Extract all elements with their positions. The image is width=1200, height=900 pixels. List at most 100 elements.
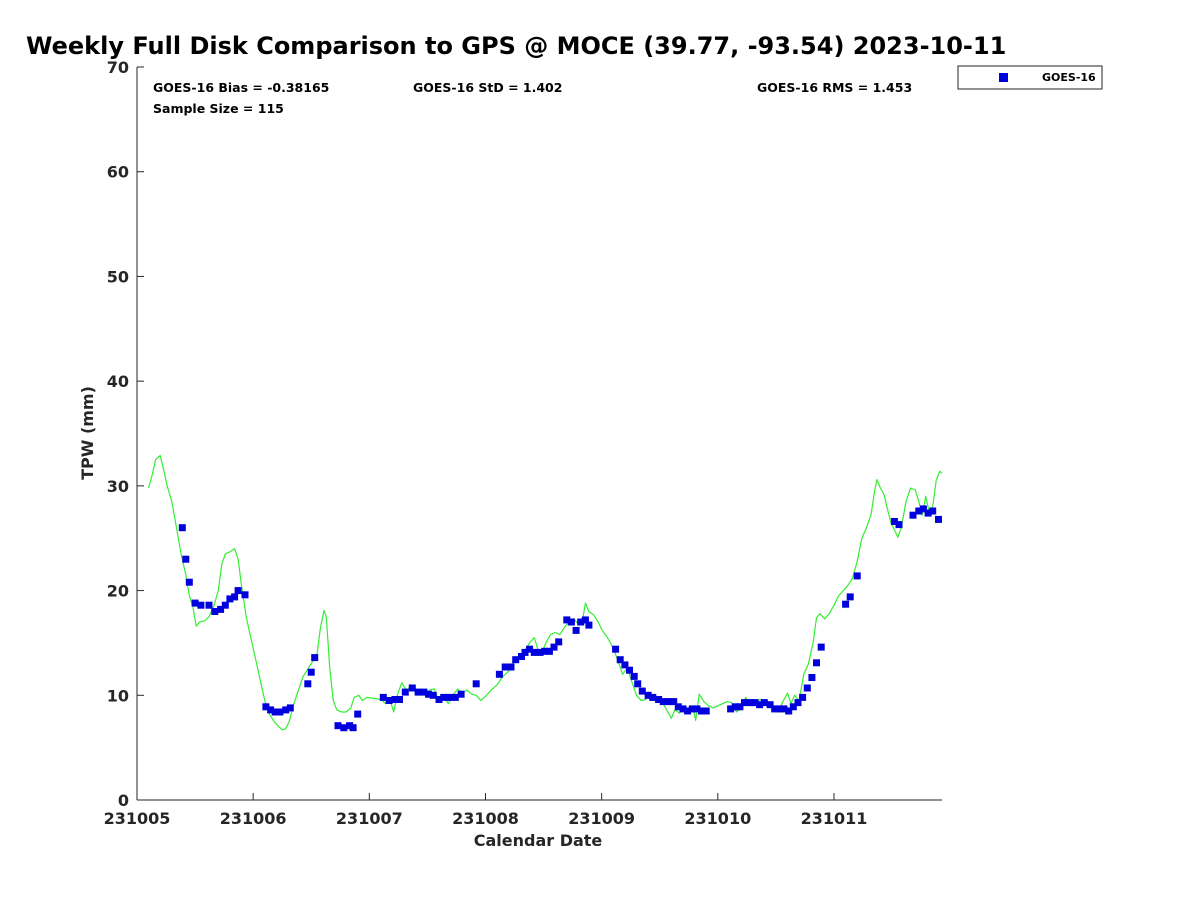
goes-point-89: [760, 699, 768, 707]
goes-point-22: [334, 722, 342, 730]
goes-point-14: [267, 706, 275, 714]
goes-point-26: [354, 710, 362, 718]
goes-point-35: [425, 690, 433, 698]
goes-point-91: [771, 705, 779, 713]
bias-stat: GOES-16 Bias = -0.38165: [153, 80, 329, 95]
goes-point-41: [457, 690, 465, 698]
goes-point-74: [670, 698, 678, 706]
goes-point-15: [271, 708, 279, 716]
goes-point-110: [924, 509, 932, 517]
goes-point-44: [501, 663, 509, 671]
goes-point-85: [741, 699, 748, 707]
x-tick-label-5: 231010: [684, 809, 751, 828]
y-tick-label-5: 50: [107, 267, 129, 286]
goes-point-88: [756, 701, 764, 709]
goes-point-54: [550, 643, 558, 651]
goes-point-78: [688, 705, 696, 713]
goes-point-80: [698, 707, 705, 715]
goes-point-12: [241, 591, 249, 599]
goes-point-106: [895, 521, 903, 529]
goes-point-0: [178, 524, 186, 532]
y-tick-label-4: 40: [107, 372, 129, 391]
goes-point-46: [512, 656, 520, 664]
legend-label-goes-16: GOES-16: [1042, 71, 1096, 84]
goes-point-17: [282, 706, 290, 714]
goes-point-7: [217, 605, 225, 613]
goes-point-28: [385, 697, 393, 704]
goes-point-21: [311, 654, 319, 662]
goes-point-99: [808, 674, 816, 681]
goes-point-31: [401, 688, 409, 696]
goes-point-57: [567, 618, 575, 626]
goes-point-9: [226, 595, 234, 603]
gps-line-layer: [148, 454, 943, 731]
goes-point-102: [842, 600, 850, 608]
y-tick-label-7: 70: [107, 58, 129, 77]
x-tick-label-2: 231007: [336, 809, 403, 828]
goes-point-29: [391, 696, 399, 703]
goes-point-39: [446, 693, 453, 701]
goes-point-77: [684, 707, 692, 715]
goes-point-13: [262, 703, 270, 711]
goes-point-71: [655, 696, 663, 703]
goes-point-67: [634, 680, 642, 688]
goes-point-49: [526, 645, 534, 653]
goes-point-20: [307, 668, 315, 676]
goes-point-56: [563, 616, 571, 624]
goes-point-50: [530, 648, 538, 656]
goes-point-96: [794, 699, 802, 707]
goes-point-68: [638, 687, 646, 695]
goes-point-5: [205, 601, 213, 609]
chart-title: Weekly Full Disk Comparison to GPS @ MOC…: [26, 32, 1006, 60]
gps-series-line: [148, 454, 943, 731]
goes-point-2: [185, 578, 193, 586]
rms-stat: GOES-16 RMS = 1.453: [757, 80, 912, 95]
y-tick-label-1: 10: [107, 686, 129, 705]
legend-box: [957, 65, 1103, 90]
goes-point-66: [630, 672, 638, 680]
goes-point-101: [817, 643, 825, 651]
goes-point-51: [536, 648, 544, 656]
goes-point-95: [789, 703, 797, 711]
goes-point-73: [664, 698, 672, 706]
goes-point-69: [644, 691, 652, 699]
goes-markers-layer: [178, 505, 942, 732]
goes-point-81: [702, 707, 710, 715]
goes-point-1: [182, 555, 190, 563]
goes-point-52: [541, 647, 549, 655]
goes-point-18: [286, 704, 294, 712]
goes-point-47: [518, 653, 525, 660]
goes-point-55: [555, 638, 563, 646]
goes-point-19: [304, 680, 312, 688]
goes-point-25: [349, 724, 357, 732]
goes-point-8: [221, 601, 229, 609]
goes-point-45: [507, 663, 515, 671]
goes-point-93: [780, 705, 788, 713]
goes-point-109: [919, 505, 927, 513]
x-tick-label-4: 231009: [568, 809, 635, 828]
goes-point-30: [396, 696, 403, 703]
goes-point-82: [727, 705, 735, 713]
x-tick-label-6: 231011: [801, 809, 868, 828]
goes-point-34: [420, 688, 428, 696]
sample-size-stat: Sample Size = 115: [153, 101, 284, 116]
goes-point-107: [909, 511, 917, 519]
goes-point-40: [451, 693, 459, 701]
goes-point-83: [731, 703, 739, 711]
goes-point-62: [612, 645, 620, 653]
goes-point-105: [890, 518, 898, 525]
goes-point-92: [775, 705, 783, 713]
goes-point-90: [766, 701, 774, 709]
y-tick-label-2: 20: [107, 582, 129, 601]
goes-point-38: [440, 693, 448, 701]
goes-point-79: [693, 705, 701, 713]
goes-point-60: [581, 616, 589, 624]
goes-point-94: [785, 707, 793, 715]
goes-point-43: [495, 670, 503, 678]
ticks-layer: 0 10 20 30 40 50 60 70 231005 231006 231007 231008 2…: [104, 58, 868, 828]
goes-point-3: [191, 599, 199, 607]
y-axis-label: TPW (mm): [78, 386, 97, 480]
x-tick-label-0: 231005: [104, 809, 171, 828]
y-tick-label-0: 0: [118, 791, 129, 810]
goes-point-72: [659, 698, 667, 706]
